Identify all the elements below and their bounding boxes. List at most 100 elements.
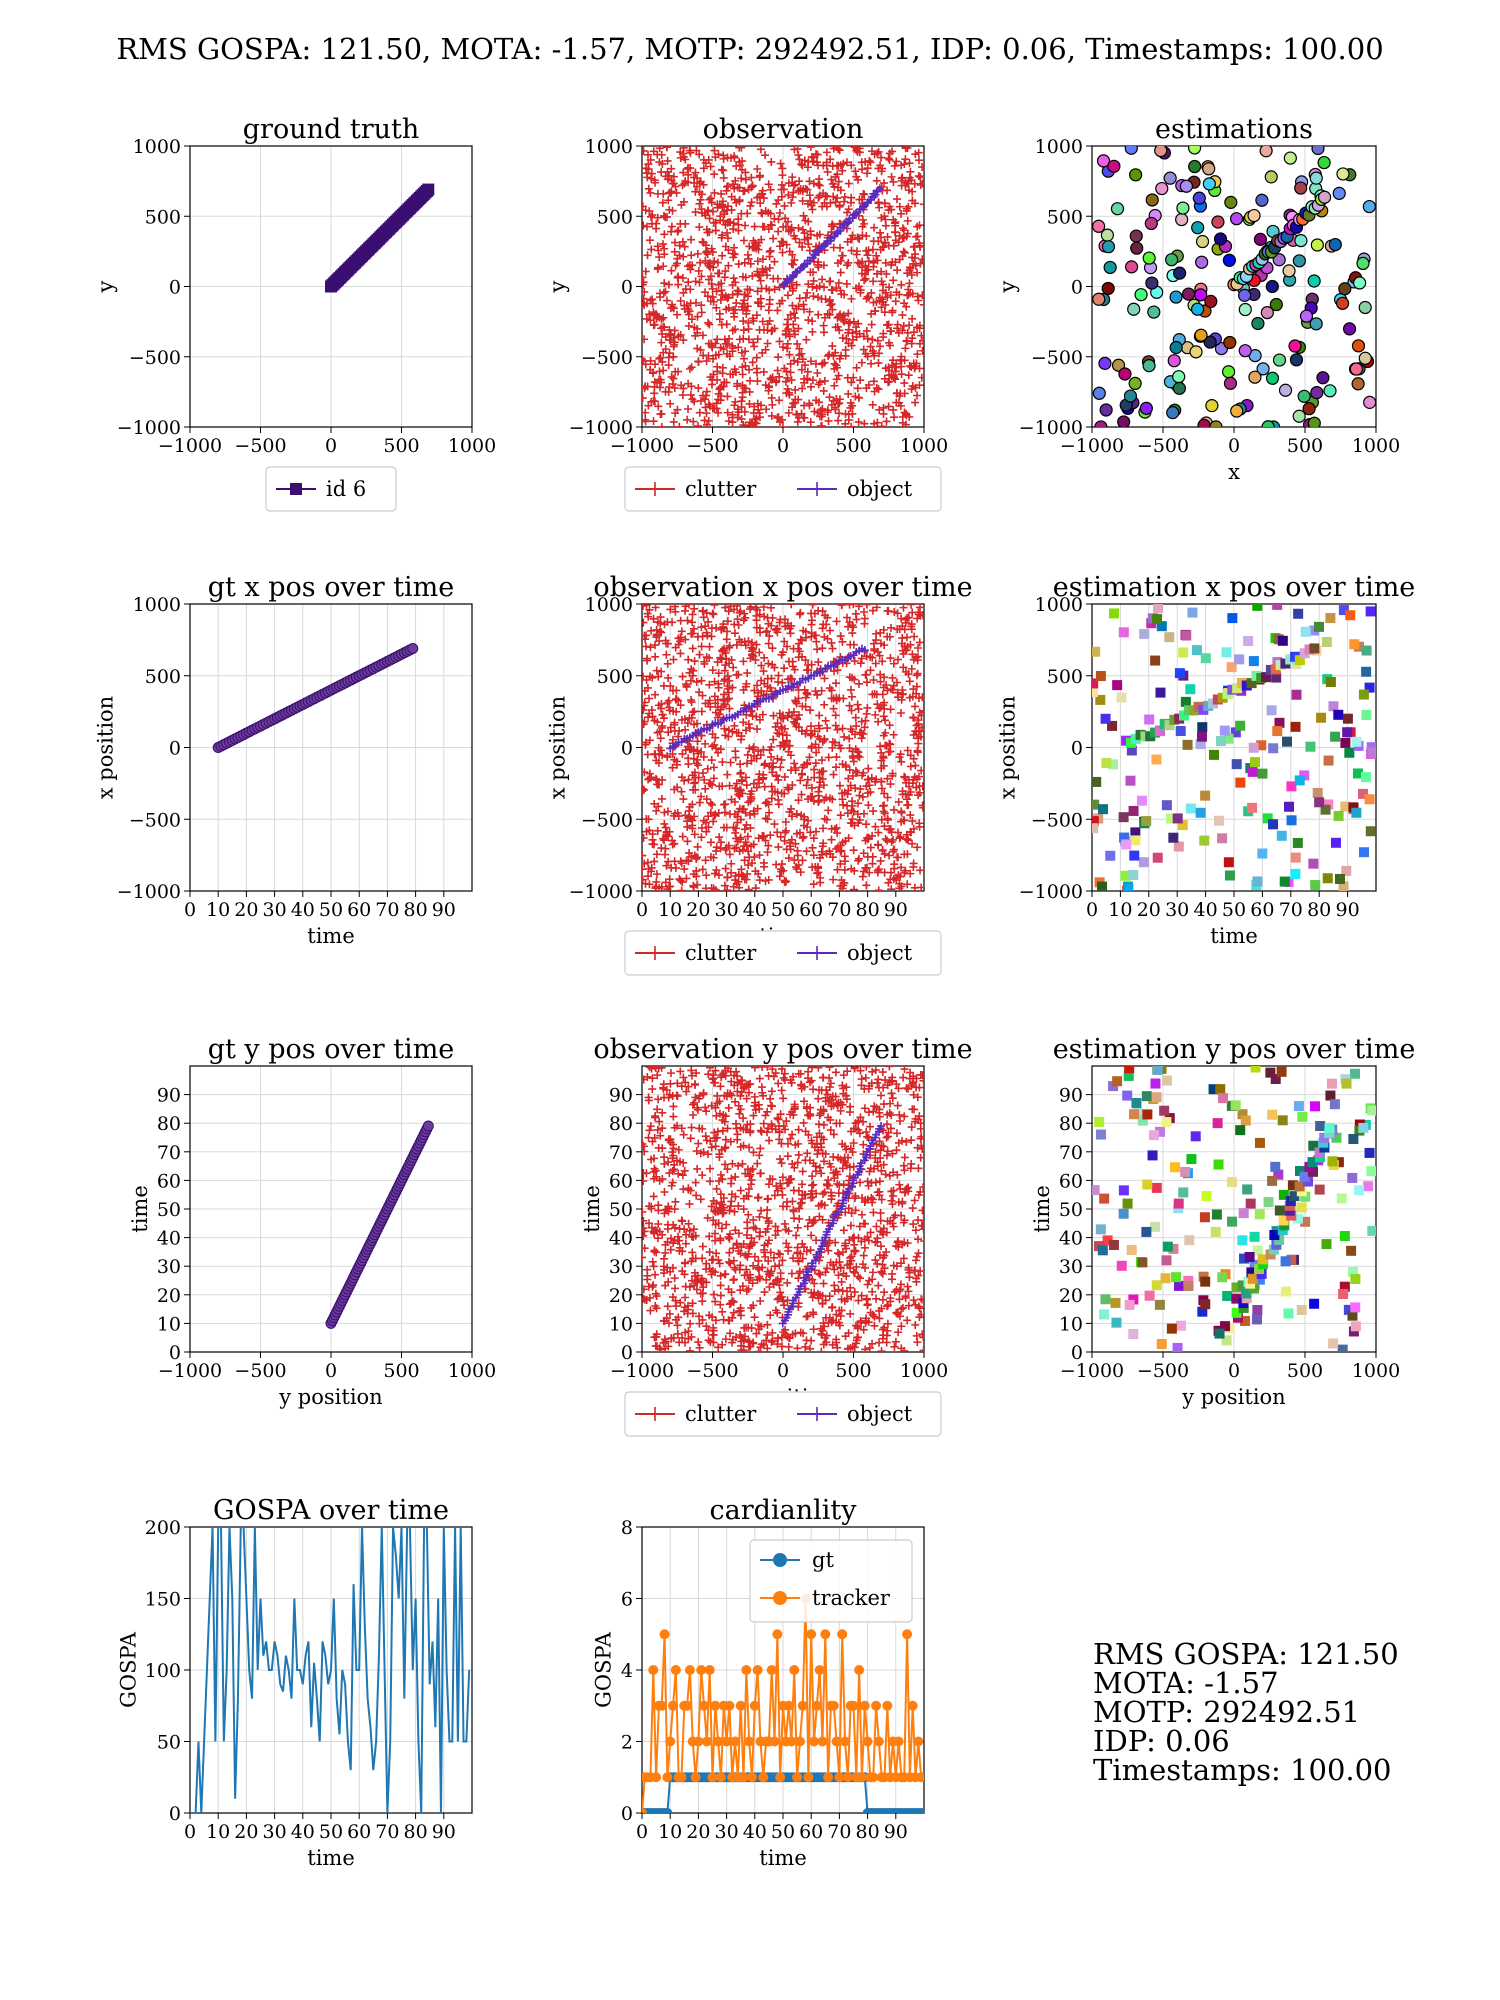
clutter-point [885, 1066, 894, 1071]
clutter-point [750, 809, 759, 818]
clutter-point [802, 1336, 811, 1345]
estimate-point [1204, 294, 1218, 309]
clutter-point [878, 286, 887, 295]
clutter-point [914, 643, 923, 652]
clutter-point [739, 718, 748, 727]
clutter-point [699, 1089, 708, 1098]
clutter-point [731, 747, 740, 756]
clutter-point [658, 722, 667, 731]
clutter-point [775, 396, 784, 405]
clutter-point [755, 876, 764, 885]
clutter-point [642, 335, 649, 344]
clutter-point [857, 358, 866, 367]
clutter-point [653, 1125, 662, 1134]
clutter-point [729, 1256, 738, 1265]
clutter-point [781, 326, 790, 335]
clutter-point [893, 1170, 902, 1179]
clutter-point [874, 359, 883, 368]
clutter-point [734, 670, 743, 679]
clutter-point [845, 673, 854, 682]
estimate-point [1342, 713, 1353, 724]
clutter-point [714, 280, 723, 289]
clutter-point [905, 361, 914, 370]
clutter-point [862, 1316, 871, 1325]
clutter-point [695, 1343, 704, 1352]
clutter-point [661, 345, 670, 354]
clutter-point [653, 728, 662, 737]
clutter-point [767, 621, 776, 630]
clutter-point [846, 1256, 855, 1265]
clutter-point [784, 388, 793, 397]
x-tick-label: −1000 [1060, 435, 1124, 457]
clutter-point [681, 635, 690, 644]
clutter-point [861, 1263, 870, 1272]
clutter-point [784, 785, 793, 794]
estimate-point [1365, 826, 1376, 837]
clutter-point [741, 175, 750, 184]
clutter-point [774, 671, 783, 680]
clutter-point [765, 632, 774, 641]
clutter-point [658, 240, 667, 249]
clutter-point [808, 1293, 817, 1302]
clutter-point [709, 207, 718, 216]
estimate-point [1256, 362, 1270, 376]
clutter-point [648, 1074, 657, 1083]
clutter-point [824, 416, 833, 425]
clutter-point [742, 306, 751, 315]
clutter-point [753, 257, 762, 266]
clutter-point [910, 1196, 919, 1205]
clutter-point [809, 851, 818, 860]
clutter-point [803, 775, 812, 784]
clutter-point [824, 753, 833, 762]
estimate-point [1330, 837, 1341, 848]
clutter-point [707, 1143, 716, 1152]
clutter-point [724, 1257, 733, 1266]
clutter-point [808, 282, 817, 291]
estimate-point [1230, 404, 1244, 418]
clutter-point [754, 834, 763, 843]
clutter-point [832, 844, 841, 853]
estimate-point [1213, 815, 1224, 826]
clutter-point [660, 230, 669, 239]
clutter-point [872, 176, 881, 185]
clutter-point [886, 705, 895, 714]
estimate-point [1203, 335, 1217, 349]
clutter-point [894, 693, 903, 702]
clutter-point [642, 273, 647, 282]
y-tick-label: 70 [157, 1142, 181, 1164]
clutter-point [783, 642, 792, 651]
clutter-point [892, 398, 901, 407]
clutter-point [854, 799, 863, 808]
clutter-point [866, 342, 875, 351]
clutter-point [721, 267, 730, 276]
estimate-point [1234, 654, 1245, 665]
clutter-point [846, 640, 855, 649]
clutter-point [850, 866, 859, 875]
clutter-point [840, 865, 849, 874]
clutter-point [745, 1172, 754, 1181]
clutter-point [790, 309, 799, 318]
clutter-point [675, 241, 684, 250]
clutter-point [701, 256, 710, 265]
clutter-point [800, 812, 809, 821]
estimate-point [1290, 721, 1301, 732]
clutter-point [798, 384, 807, 393]
plot-area [642, 1066, 924, 1352]
clutter-point [710, 869, 719, 878]
clutter-point [907, 622, 916, 631]
estimate-point [1265, 279, 1279, 294]
clutter-point [655, 780, 664, 789]
clutter-point [867, 288, 876, 297]
clutter-point [826, 198, 835, 207]
estimate-point [1351, 807, 1362, 818]
clutter-point [781, 377, 790, 386]
clutter-point [741, 613, 750, 622]
clutter-point [755, 409, 764, 418]
estimate-point [1202, 162, 1216, 176]
estimate-point [1271, 672, 1282, 683]
clutter-point [797, 365, 806, 374]
clutter-point [863, 292, 872, 301]
clutter-point [731, 872, 740, 881]
clutter-point [684, 775, 693, 784]
estimate-point [1196, 731, 1207, 742]
